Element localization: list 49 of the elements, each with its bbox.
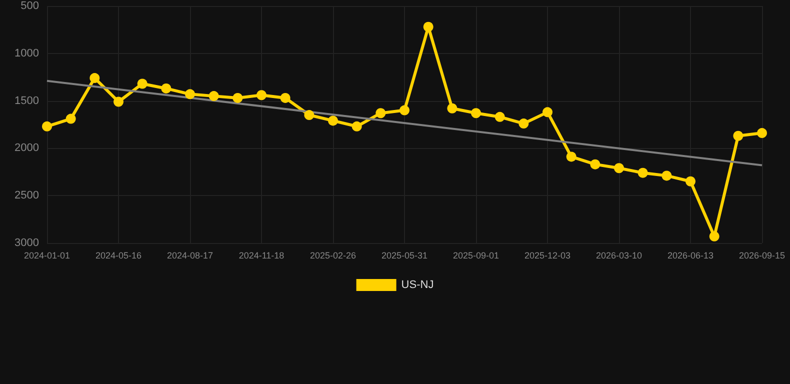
x-tick-label: 2026-09-15 [738, 250, 786, 260]
y-tick-label: 1500 [14, 94, 39, 107]
point [518, 118, 529, 129]
y-tick-label: 2000 [14, 142, 39, 154]
point [614, 163, 624, 174]
point [709, 231, 720, 242]
x-tick-label: 2026-03-10 [596, 250, 642, 260]
point [304, 110, 314, 120]
x-tick-label: 2026-06-13 [667, 250, 714, 260]
y-tick-label: 2500 [14, 190, 39, 202]
point [185, 89, 195, 100]
point [352, 121, 362, 132]
point [638, 168, 648, 178]
y-tick-label: 500 [20, 0, 39, 12]
point [494, 112, 505, 122]
point [590, 159, 600, 170]
point [757, 128, 767, 138]
point [447, 103, 458, 114]
point [423, 22, 434, 32]
point [90, 73, 100, 84]
point [161, 83, 172, 94]
x-tick-label: 2025-05-31 [381, 250, 428, 260]
x-tick-label: 2024-11-18 [238, 250, 284, 260]
point [376, 108, 386, 118]
point [208, 91, 219, 102]
point [471, 108, 481, 118]
point [137, 78, 148, 89]
point [114, 96, 124, 107]
y-tick-label: 3000 [14, 237, 39, 249]
point [686, 176, 696, 186]
x-tick-label: 2024-05-16 [95, 250, 142, 260]
point [566, 152, 576, 162]
x-tick-label: 2024-08-17 [166, 250, 214, 260]
point [542, 107, 552, 118]
x-tick-label: 2024-01-01 [24, 250, 70, 260]
point [42, 121, 52, 132]
legend-label: US-NJ [401, 279, 434, 291]
point [400, 105, 410, 116]
y-tick-label: 1000 [14, 47, 39, 60]
x-tick-label: 2025-02-26 [310, 250, 356, 260]
point [66, 114, 76, 124]
point [328, 116, 338, 126]
point [662, 170, 672, 181]
x-tick-label: 2025-09-01 [452, 250, 500, 260]
point [256, 90, 266, 100]
point [733, 130, 744, 141]
point [232, 92, 243, 103]
x-tick-label: 2025-12-03 [524, 250, 571, 260]
point [280, 92, 290, 103]
